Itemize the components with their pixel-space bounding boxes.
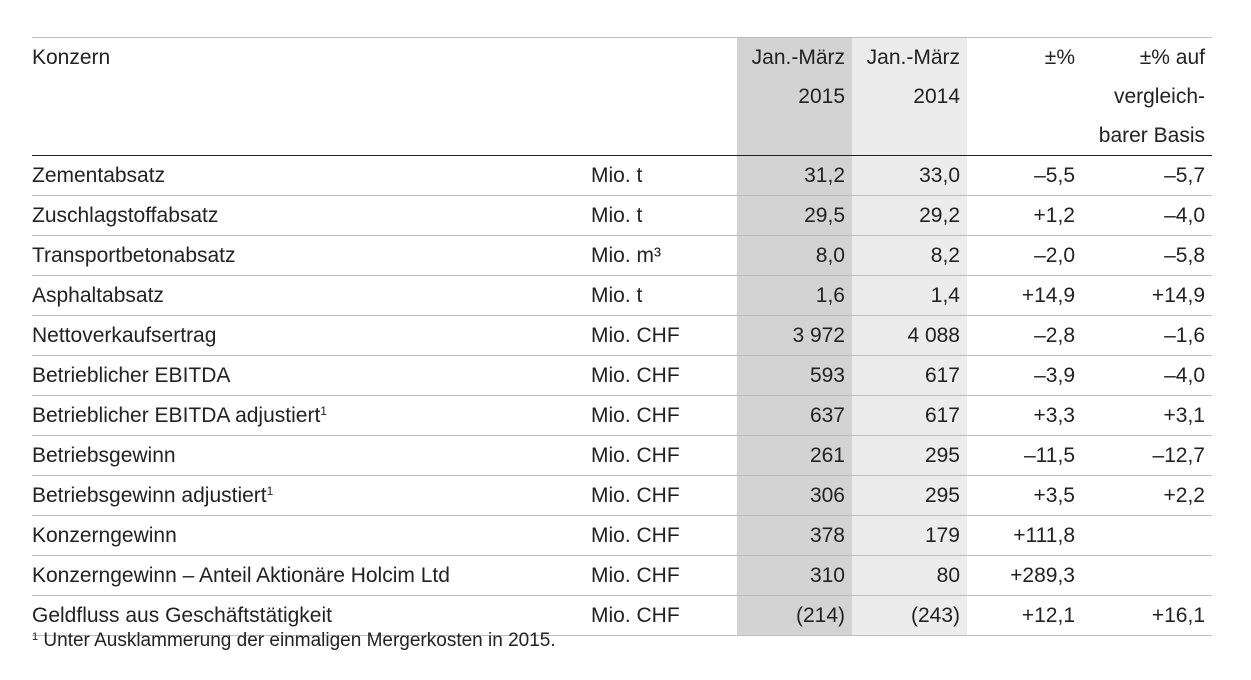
header-pct: ±% [967, 37, 1082, 156]
row-label: Betriebsgewinn adjustiert1 [32, 475, 591, 516]
row-value-2014: 4 088 [852, 315, 967, 356]
row-pct-comparable: –4,0 [1082, 355, 1212, 396]
row-label-footnote-marker: 1 [320, 404, 327, 418]
row-pct-comparable: +3,1 [1082, 395, 1212, 436]
row-unit: Mio. CHF [591, 435, 737, 476]
row-value-2015: 593 [737, 355, 852, 396]
header-unit [591, 37, 737, 156]
results-table: Konzern Jan.-März 2015 Jan.-März 2014 ±%… [32, 37, 1212, 636]
row-unit: Mio. m³ [591, 235, 737, 276]
table-row: Zementabsatz Mio. t 31,2 33,0 –5,5 –5,7 [32, 155, 1212, 196]
row-value-2015: 637 [737, 395, 852, 436]
row-pct-comparable [1082, 555, 1212, 596]
row-pct-comparable: –5,8 [1082, 235, 1212, 276]
row-value-2014: 617 [852, 355, 967, 396]
row-label: Asphaltabsatz [32, 275, 591, 316]
row-value-2014: 29,2 [852, 195, 967, 236]
row-value-2014: 8,2 [852, 235, 967, 276]
row-pct-comparable: –5,7 [1082, 155, 1212, 196]
results-table-container: Konzern Jan.-März 2015 Jan.-März 2014 ±%… [32, 37, 1212, 636]
row-pct: +3,5 [967, 475, 1082, 516]
row-pct: –2,8 [967, 315, 1082, 356]
row-unit: Mio. CHF [591, 475, 737, 516]
row-pct-comparable: +2,2 [1082, 475, 1212, 516]
row-value-2015: 29,5 [737, 195, 852, 236]
row-pct-comparable: –1,6 [1082, 315, 1212, 356]
row-pct-comparable: +16,1 [1082, 595, 1212, 636]
row-pct: –5,5 [967, 155, 1082, 196]
row-value-2014: (243) [852, 595, 967, 636]
table-header: Konzern Jan.-März 2015 Jan.-März 2014 ±%… [32, 37, 1212, 156]
row-label: Zementabsatz [32, 155, 591, 196]
row-label: Betriebsgewinn [32, 435, 591, 476]
row-value-2015: 310 [737, 555, 852, 596]
table-row: Betrieblicher EBITDA Mio. CHF 593 617 –3,9 –4… [32, 355, 1212, 396]
row-pct: +111,8 [967, 515, 1082, 556]
table-row: Konzerngewinn Mio. CHF 378 179 +111,8 [32, 515, 1212, 556]
header-konzern: Konzern [32, 37, 591, 156]
header-jan-maerz-2014: Jan.-März 2014 [852, 37, 967, 156]
row-value-2015: (214) [737, 595, 852, 636]
row-label: Konzerngewinn [32, 515, 591, 556]
row-value-2015: 378 [737, 515, 852, 556]
row-pct-comparable: –12,7 [1082, 435, 1212, 476]
row-label: Transportbetonabsatz [32, 235, 591, 276]
row-value-2014: 295 [852, 475, 967, 516]
table-row: Betriebsgewinn adjustiert1 Mio. CHF 306 295… [32, 475, 1212, 516]
row-label: Betrieblicher EBITDA adjustiert1 [32, 395, 591, 436]
row-pct: +14,9 [967, 275, 1082, 316]
table-row: Nettoverkaufsertrag Mio. CHF 3 972 4 088 –2,… [32, 315, 1212, 356]
table-row: Zuschlagstoffabsatz Mio. t 29,5 29,2 +1,2 –4,… [32, 195, 1212, 236]
row-value-2015: 8,0 [737, 235, 852, 276]
row-pct-comparable: +14,9 [1082, 275, 1212, 316]
row-value-2015: 3 972 [737, 315, 852, 356]
row-label: Geldfluss aus Geschäftstätigkeit [32, 595, 591, 636]
table-row: Betriebsgewinn Mio. CHF 261 295 –11,5 –12,7 [32, 435, 1212, 476]
row-value-2015: 1,6 [737, 275, 852, 316]
row-value-2015: 306 [737, 475, 852, 516]
footnote-marker: 1 [32, 631, 39, 643]
row-unit: Mio. t [591, 275, 737, 316]
footnote-text: Unter Ausklammerung der einmaligen Merge… [43, 630, 556, 651]
row-pct-comparable [1082, 515, 1212, 556]
row-value-2015: 31,2 [737, 155, 852, 196]
row-unit: Mio. CHF [591, 555, 737, 596]
row-value-2014: 617 [852, 395, 967, 436]
row-label: Nettoverkaufsertrag [32, 315, 591, 356]
row-label: Konzerngewinn – Anteil Aktionäre Holcim … [32, 555, 591, 596]
row-pct: +1,2 [967, 195, 1082, 236]
row-value-2014: 179 [852, 515, 967, 556]
row-unit: Mio. CHF [591, 515, 737, 556]
row-pct-comparable: –4,0 [1082, 195, 1212, 236]
row-unit: Mio. CHF [591, 595, 737, 636]
row-unit: Mio. t [591, 195, 737, 236]
row-unit: Mio. CHF [591, 395, 737, 436]
row-pct: –2,0 [967, 235, 1082, 276]
row-pct: –11,5 [967, 435, 1082, 476]
row-label: Betrieblicher EBITDA [32, 355, 591, 396]
row-unit: Mio. CHF [591, 355, 737, 396]
row-value-2014: 80 [852, 555, 967, 596]
row-unit: Mio. CHF [591, 315, 737, 356]
table-body: Zementabsatz Mio. t 31,2 33,0 –5,5 –5,7 Zuschl… [32, 155, 1212, 636]
table-row: Betrieblicher EBITDA adjustiert1 Mio. CHF… [32, 395, 1212, 436]
footnote: 1 Unter Ausklammerung der einmaligen Mer… [32, 630, 556, 652]
table-row: Geldfluss aus Geschäftstätigkeit Mio. CHF… [32, 595, 1212, 636]
row-label: Zuschlagstoffabsatz [32, 195, 591, 236]
row-label-footnote-marker: 1 [266, 484, 274, 498]
row-value-2014: 33,0 [852, 155, 967, 196]
table-row: Konzerngewinn – Anteil Aktionäre Holcim … [32, 555, 1212, 596]
header-pct-comparable: ±% auf vergleich- barer Basis [1082, 37, 1212, 156]
row-unit: Mio. t [591, 155, 737, 196]
row-value-2015: 261 [737, 435, 852, 476]
row-pct: +12,1 [967, 595, 1082, 636]
table-row: Transportbetonabsatz Mio. m³ 8,0 8,2 –2,0 –5,… [32, 235, 1212, 276]
header-jan-maerz-2015: Jan.-März 2015 [737, 37, 852, 156]
row-value-2014: 295 [852, 435, 967, 476]
row-pct: +3,3 [967, 395, 1082, 436]
row-pct: –3,9 [967, 355, 1082, 396]
row-pct: +289,3 [967, 555, 1082, 596]
row-value-2014: 1,4 [852, 275, 967, 316]
table-row: Asphaltabsatz Mio. t 1,6 1,4 +14,9 +14,9 [32, 275, 1212, 316]
